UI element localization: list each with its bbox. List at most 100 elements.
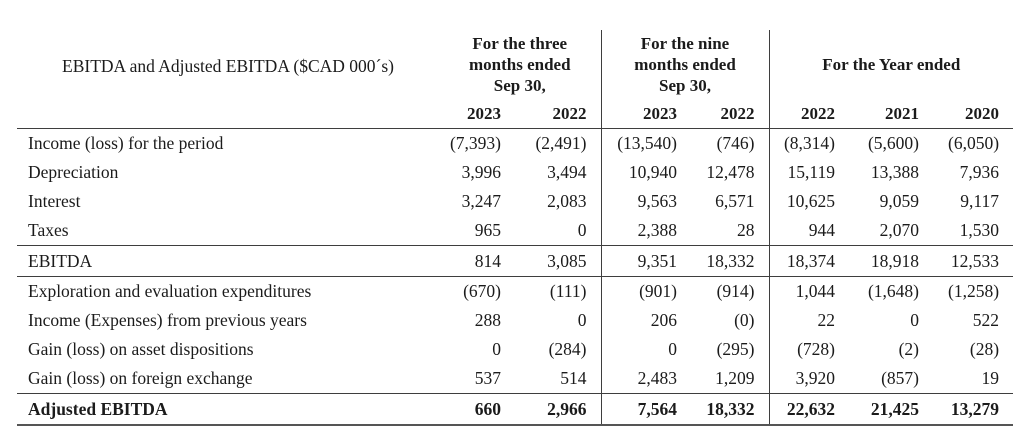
cell-value: 2,388 xyxy=(600,216,691,246)
group-title-line: months ended xyxy=(468,54,571,74)
cell-value: 3,085 xyxy=(515,245,601,277)
cell-value: 12,533 xyxy=(933,245,1014,277)
cell-value: 12,478 xyxy=(706,162,755,182)
cell-value: 0 xyxy=(910,310,919,330)
cell-value: 0 xyxy=(577,310,587,330)
cell-value: 288 xyxy=(474,310,501,330)
year-header: 2022 xyxy=(768,98,849,129)
cell-value: (13,540) xyxy=(600,128,691,158)
header-year-row: 2023 2022 2023 2022 2022 2021 2020 xyxy=(17,98,1014,129)
cell-value: 28 xyxy=(737,220,755,240)
cell-value: 522 xyxy=(972,310,1000,330)
row-label: Gain (loss) on asset dispositions xyxy=(28,339,254,359)
cell-value: 2,966 xyxy=(515,393,601,426)
table-row: Interest 3,247 2,083 9,563 6,571 10,625 9,059 9… xyxy=(17,187,1013,216)
row-label: Exploration and evaluation expenditures xyxy=(28,281,312,301)
cell-value: (7,393) xyxy=(449,133,501,153)
cell-value: 9,563 xyxy=(600,187,691,216)
table-row: Adjusted EBITDA 660 2,966 7,564 18,332 22,632… xyxy=(17,393,1014,426)
cell-value: 660 xyxy=(439,393,515,426)
cell-value: 965 xyxy=(474,220,501,240)
row-label: Income (loss) for the period xyxy=(28,133,224,153)
cell-value: 18,918 xyxy=(849,245,933,277)
group-title-line: For the Year ended xyxy=(822,54,961,74)
cell-value: 18,374 xyxy=(768,245,849,277)
cell-value: 10,625 xyxy=(768,187,849,216)
ebitda-table: EBITDA and Adjusted EBITDA ($CAD 000´s) … xyxy=(17,30,1014,426)
cell-value: 3,494 xyxy=(547,162,587,182)
cell-value: 1,530 xyxy=(959,220,1000,240)
year-header: 2020 xyxy=(933,98,1014,129)
group-title-line: Sep 30, xyxy=(659,75,711,95)
cell-value: (670) xyxy=(463,281,501,301)
header-group-three-months: For the three months ended Sep 30, xyxy=(439,30,601,98)
table-title: EBITDA and Adjusted EBITDA ($CAD 000´s) xyxy=(17,30,439,129)
cell-value: 0 xyxy=(492,339,501,359)
cell-value: 7,936 xyxy=(959,162,1000,182)
table-row: EBITDA 814 3,085 9,351 18,332 18,374 18,918 12,… xyxy=(17,245,1014,277)
table-row: Taxes 965 0 2,388 28 944 2,070 1,530 xyxy=(17,216,1013,246)
cell-value: 1,209 xyxy=(715,368,755,388)
cell-value: (2) xyxy=(898,339,919,359)
cell-value: (901) xyxy=(600,276,691,306)
year-header: 2021 xyxy=(849,98,933,129)
cell-value: 3,920 xyxy=(768,364,849,394)
cell-value: 10,940 xyxy=(600,158,691,187)
header-group-nine-months: For the nine months ended Sep 30, xyxy=(600,30,769,98)
group-title-line: months ended xyxy=(634,54,736,74)
cell-value: 3,247 xyxy=(461,191,501,211)
cell-value: 22,632 xyxy=(768,393,849,426)
cell-value: 514 xyxy=(560,368,587,388)
cell-value: 13,279 xyxy=(933,393,1014,426)
cell-value: (857) xyxy=(881,368,919,388)
cell-value: 22 xyxy=(768,306,849,335)
cell-value: 1,044 xyxy=(768,276,849,306)
row-label: Income (Expenses) from previous years xyxy=(28,310,307,330)
cell-value: (111) xyxy=(549,281,587,301)
cell-value: 814 xyxy=(439,245,515,277)
table-row: Gain (loss) on asset dispositions 0 (284) 0… xyxy=(17,335,1013,364)
group-title-line: For the three xyxy=(472,33,568,53)
cell-value: 9,351 xyxy=(600,245,691,277)
cell-value: 2,483 xyxy=(600,364,691,394)
cell-value: 6,571 xyxy=(715,191,755,211)
cell-value: 13,388 xyxy=(870,162,919,182)
cell-value: (5,600) xyxy=(867,133,919,153)
header-group-year-ended: For the Year ended xyxy=(768,30,1014,98)
cell-value: 2,070 xyxy=(879,220,919,240)
cell-value: (6,050) xyxy=(948,133,1000,153)
table-row: Income (Expenses) from previous years 288… xyxy=(17,306,1013,335)
group-title-line: Sep 30, xyxy=(493,75,546,95)
row-label: Taxes xyxy=(28,220,69,240)
header-group-row: EBITDA and Adjusted EBITDA ($CAD 000´s) … xyxy=(17,30,1014,129)
year-header: 2022 xyxy=(691,98,769,129)
group-title-line: For the nine xyxy=(640,33,730,53)
row-label: EBITDA xyxy=(17,245,439,277)
cell-value: 9,059 xyxy=(879,191,919,211)
cell-value: (1,258) xyxy=(948,281,1000,301)
cell-value: (746) xyxy=(716,133,755,153)
table-row: Income (loss) for the period (7,393) (2,49… xyxy=(17,128,1013,158)
cell-value: 944 xyxy=(768,216,849,246)
table-row: Exploration and evaluation expenditures (… xyxy=(17,276,1013,306)
cell-value: 537 xyxy=(474,368,501,388)
cell-value: 21,425 xyxy=(849,393,933,426)
cell-value: 9,117 xyxy=(960,191,1000,211)
cell-value: (284) xyxy=(548,339,587,359)
cell-value: 206 xyxy=(600,306,691,335)
cell-value: 7,564 xyxy=(600,393,691,426)
cell-value: 3,996 xyxy=(461,162,501,182)
cell-value: 18,332 xyxy=(691,245,769,277)
cell-value: 0 xyxy=(600,335,691,364)
cell-value: (1,648) xyxy=(867,281,919,301)
year-header: 2022 xyxy=(515,98,601,129)
cell-value: 19 xyxy=(981,368,1000,388)
table-row: Depreciation 3,996 3,494 10,940 12,478 15,119… xyxy=(17,158,1013,187)
cell-value: 2,083 xyxy=(547,191,587,211)
row-label: Gain (loss) on foreign exchange xyxy=(28,368,253,388)
cell-value: (8,314) xyxy=(768,128,849,158)
row-label: Depreciation xyxy=(28,162,119,182)
row-label: Interest xyxy=(28,191,81,211)
row-label: Adjusted EBITDA xyxy=(17,393,439,426)
